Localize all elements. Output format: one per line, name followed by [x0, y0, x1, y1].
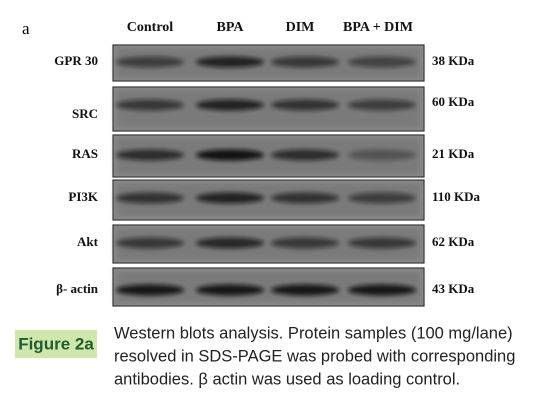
band: [116, 192, 184, 204]
band-size: 38 KDa: [432, 53, 475, 68]
band: [116, 284, 184, 296]
band: [196, 284, 264, 296]
caption-label: Figure 2a: [18, 334, 94, 353]
band: [348, 192, 416, 204]
band: [116, 99, 184, 111]
caption-line: Western blots analysis. Protein samples …: [114, 324, 513, 342]
row-label: RAS: [72, 146, 98, 161]
band: [196, 56, 264, 68]
band: [271, 284, 339, 296]
caption-line: resolved in SDS-PAGE was probed with cor…: [114, 347, 515, 365]
band-size: 21 KDa: [432, 146, 475, 161]
band: [348, 99, 416, 111]
caption: Western blots analysis. Protein samples …: [114, 324, 515, 388]
column-header: BPA: [217, 20, 245, 35]
panel-label: a: [22, 19, 30, 38]
band: [348, 149, 416, 161]
band-size: 110 KDa: [432, 189, 481, 204]
caption-line: antibodies. β actin was used as loading …: [114, 370, 460, 388]
band: [271, 99, 339, 111]
band: [271, 56, 339, 68]
band: [271, 192, 339, 204]
row-label: PI3K: [68, 189, 99, 204]
row-label: β- actin: [56, 281, 99, 296]
band: [196, 149, 264, 161]
band: [271, 237, 339, 249]
column-header: DIM: [286, 20, 315, 35]
row-label: SRC: [72, 106, 98, 121]
band-size: 43 KDa: [432, 281, 475, 296]
band-size: 62 KDa: [432, 234, 475, 249]
caption-label-box: [15, 330, 97, 358]
band: [271, 149, 339, 161]
band: [116, 149, 184, 161]
band: [196, 99, 264, 111]
row-label: Akt: [77, 234, 99, 249]
band: [116, 237, 184, 249]
band: [348, 284, 416, 296]
column-header: Control: [127, 20, 174, 35]
band: [196, 192, 264, 204]
row-label: GPR 30: [54, 53, 98, 68]
band-size: 60 KDa: [432, 94, 475, 109]
band: [348, 237, 416, 249]
band: [196, 237, 264, 249]
band: [116, 56, 184, 68]
blot-panel: Control BPA DIM BPA + DIM GPR 30 38 KDa SRC 60 …: [54, 20, 481, 307]
band: [348, 56, 416, 68]
column-header: BPA + DIM: [343, 20, 413, 35]
